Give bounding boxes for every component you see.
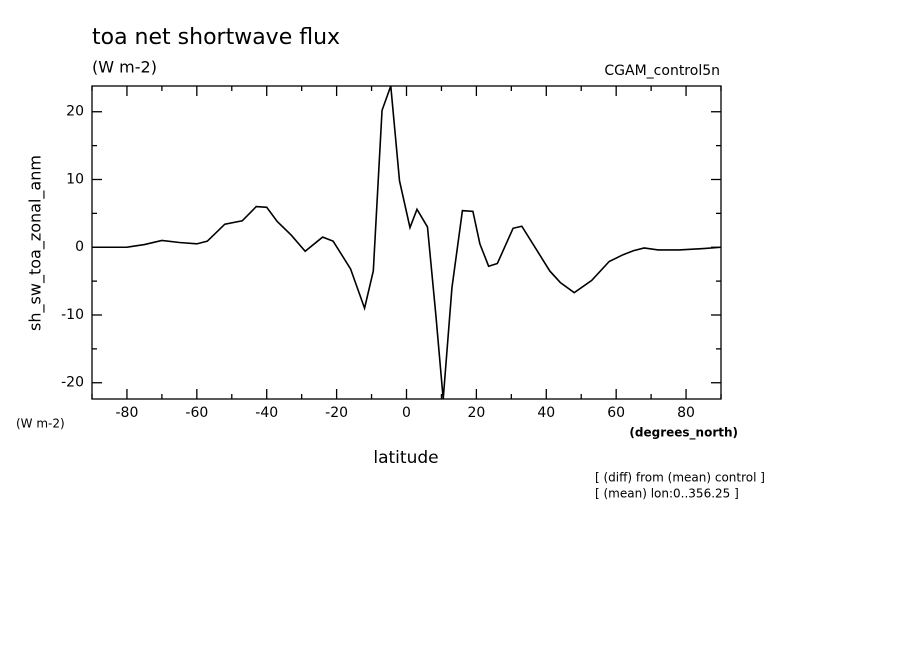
x-units: (degrees_north) [629,426,738,441]
annotation: [ (mean) lon:0..356.25 ] [595,487,739,501]
y-tick-label: -20 [61,375,84,391]
x-tick-label: -60 [185,405,208,421]
y-tick-label: 20 [66,104,84,120]
y-axis-label: sh_sw_toa_zonal_anm [26,155,46,331]
x-tick-label: 40 [537,405,555,421]
x-tick-label: -20 [325,405,348,421]
y-tick-label: 0 [75,239,84,255]
y-units: (W m-2) [16,417,65,431]
y-tick-label: 10 [66,171,84,187]
dataset-label: CGAM_control5n [604,63,720,79]
x-tick-label: 0 [402,405,411,421]
data-line [92,85,722,400]
x-axis-label: latitude [373,448,438,468]
x-tick-label: 20 [467,405,485,421]
subtitle: (W m-2) [92,58,157,77]
x-tick-label: -80 [116,405,139,421]
x-tick-label: 80 [677,405,695,421]
annotation: [ (diff) from (mean) control ] [595,471,765,485]
y-tick-label: -10 [61,307,84,323]
x-tick-label: 60 [607,405,625,421]
x-tick-label: -40 [255,405,278,421]
chart-title: toa net shortwave flux [92,25,340,50]
